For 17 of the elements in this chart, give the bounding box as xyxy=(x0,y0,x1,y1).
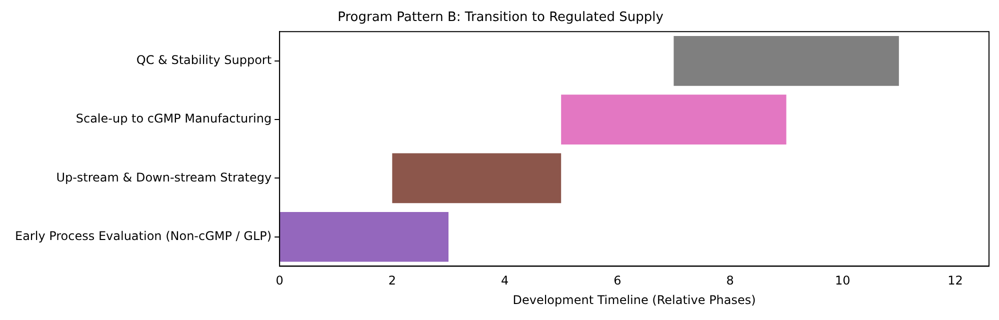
bar xyxy=(392,153,562,204)
chart-title: Program Pattern B: Transition to Regulated Supply xyxy=(338,10,664,26)
y-tick-label: Scale-up to cGMP Manufacturing xyxy=(76,112,272,126)
x-tick-label: 2 xyxy=(388,274,396,288)
bar xyxy=(674,36,899,86)
x-tick-label: 10 xyxy=(834,274,850,288)
y-tick-label: QC & Stability Support xyxy=(136,53,272,68)
x-tick-label: 0 xyxy=(276,274,284,288)
x-tick-label: 6 xyxy=(614,274,622,288)
x-tick-label: 4 xyxy=(500,274,509,288)
bar xyxy=(561,94,786,144)
x-tick-label: 8 xyxy=(726,274,734,288)
x-axis-title: Development Timeline (Relative Phases) xyxy=(512,292,756,307)
bar xyxy=(280,212,448,262)
y-tick-label: Up-stream & Down-stream Strategy xyxy=(56,170,272,184)
x-tick-label: 12 xyxy=(948,274,963,288)
y-tick-label: Early Process Evaluation (Non-cGMP / GLP) xyxy=(14,229,272,243)
